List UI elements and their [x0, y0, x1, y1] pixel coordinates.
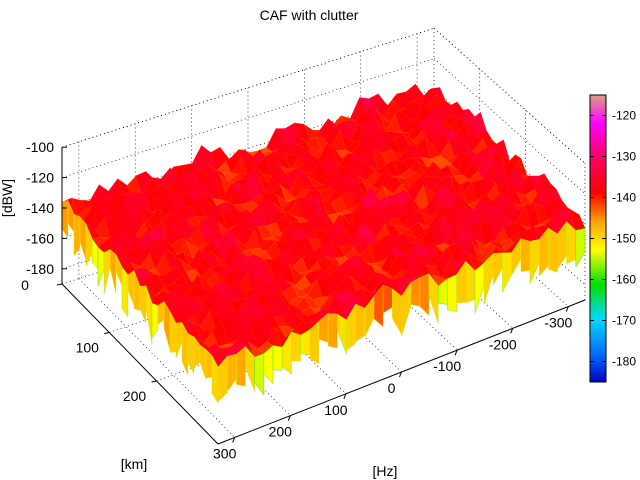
colorbar-tick-label: -160 [612, 273, 636, 287]
colorbar-tick-label: -140 [612, 191, 636, 205]
surface-skirt [529, 239, 540, 284]
z-axis-label: [dBW] [0, 179, 15, 217]
x-tick [510, 328, 514, 334]
surface-skirt [145, 285, 153, 345]
colorbar-tick-label: -150 [612, 232, 636, 246]
x-tick-label: -200 [489, 336, 517, 352]
surface-skirt [337, 313, 347, 355]
tick-labels: -100-120-140-160-18001002003002001000-10… [21, 139, 572, 461]
surface-skirt [493, 252, 503, 286]
surface-skirt [175, 322, 183, 359]
surface-skirt [187, 333, 195, 375]
surface-skirt [291, 331, 301, 362]
surface-skirt [151, 302, 159, 339]
surface-skirt [327, 313, 338, 349]
surface-skirt [139, 285, 147, 323]
x-tick [287, 415, 291, 421]
surface-skirt [73, 213, 81, 257]
surface-skirt [392, 288, 402, 336]
y-tick [104, 331, 110, 334]
surface-skirt [245, 345, 255, 392]
colorbar-tick-label: -170 [612, 314, 636, 328]
surface-skirt [79, 216, 87, 261]
z-tick-label: -140 [26, 200, 54, 216]
surface-skirt [199, 344, 207, 380]
surface-skirt [355, 303, 365, 343]
x-tick [565, 306, 569, 312]
y-tick [151, 380, 157, 383]
surface-skirt [575, 227, 586, 268]
surface-skirt [474, 262, 485, 313]
surface-skirt [447, 274, 457, 312]
surface-skirt [373, 284, 384, 328]
colorbar-ticks: -120 -130 -140 -150 -160 -170 -180 [590, 109, 636, 369]
x-tick-label: -100 [433, 358, 461, 374]
x-tick-label: 300 [213, 445, 237, 461]
x-tick [399, 371, 402, 378]
surface-skirt [236, 345, 246, 387]
surface-skirt [254, 353, 265, 396]
surface-skirt [121, 266, 129, 318]
y-tick [56, 283, 63, 286]
z-tick-label: -100 [26, 139, 54, 155]
surface-skirt [272, 345, 283, 371]
surface-skirt [428, 273, 439, 324]
surface-skirt [217, 355, 228, 402]
surface-skirt [502, 252, 512, 293]
z-tick-label: -160 [26, 230, 54, 246]
chart-title: CAF with clutter [260, 7, 359, 23]
y-tick-label: 200 [123, 388, 147, 404]
surface-skirt [520, 238, 531, 272]
surface-skirt [419, 273, 430, 316]
z-tick-label: -180 [26, 261, 54, 277]
x-tick [232, 437, 236, 443]
surface-skirt [410, 277, 421, 307]
surface-skirt [282, 331, 292, 375]
y-tick-label: 100 [76, 339, 100, 355]
surface-skirt [309, 320, 320, 364]
surface-skirt [401, 281, 411, 337]
surface-skirt [181, 322, 189, 376]
surface-skirt [211, 355, 219, 404]
surface-skirt [346, 303, 356, 351]
z-tick-label: -120 [26, 170, 54, 186]
surface-skirt [226, 354, 237, 393]
x-tick-label: -300 [544, 315, 572, 331]
x-tick [454, 349, 458, 356]
surface-skirt [97, 246, 105, 286]
surface-skirt [133, 270, 141, 311]
colorbar: -120 -130 -140 -150 -160 -170 -180 [589, 94, 636, 383]
colorbar-tick-label: -180 [612, 355, 636, 369]
x-tick-label: 100 [324, 402, 348, 418]
x-tick [343, 393, 347, 400]
colorbar-tick-label: -130 [612, 150, 636, 164]
surface-mesh [61, 83, 586, 404]
surface-skirt [127, 270, 135, 306]
surface-skirt [61, 200, 69, 239]
surface-skirt [263, 344, 274, 385]
y-tick-label: 0 [21, 277, 29, 293]
surface-skirt [157, 301, 165, 325]
surface-skirt [109, 248, 117, 295]
surface-skirt [548, 227, 558, 273]
x-tick-label: 200 [269, 424, 293, 440]
y-axis-label: [km] [121, 456, 147, 472]
surface-skirt [103, 248, 111, 295]
colorbar-tick-label: -120 [612, 109, 636, 123]
x-axis-label: [Hz] [373, 463, 398, 479]
x-tick-label: 0 [388, 380, 396, 396]
surface-skirt [382, 284, 393, 314]
